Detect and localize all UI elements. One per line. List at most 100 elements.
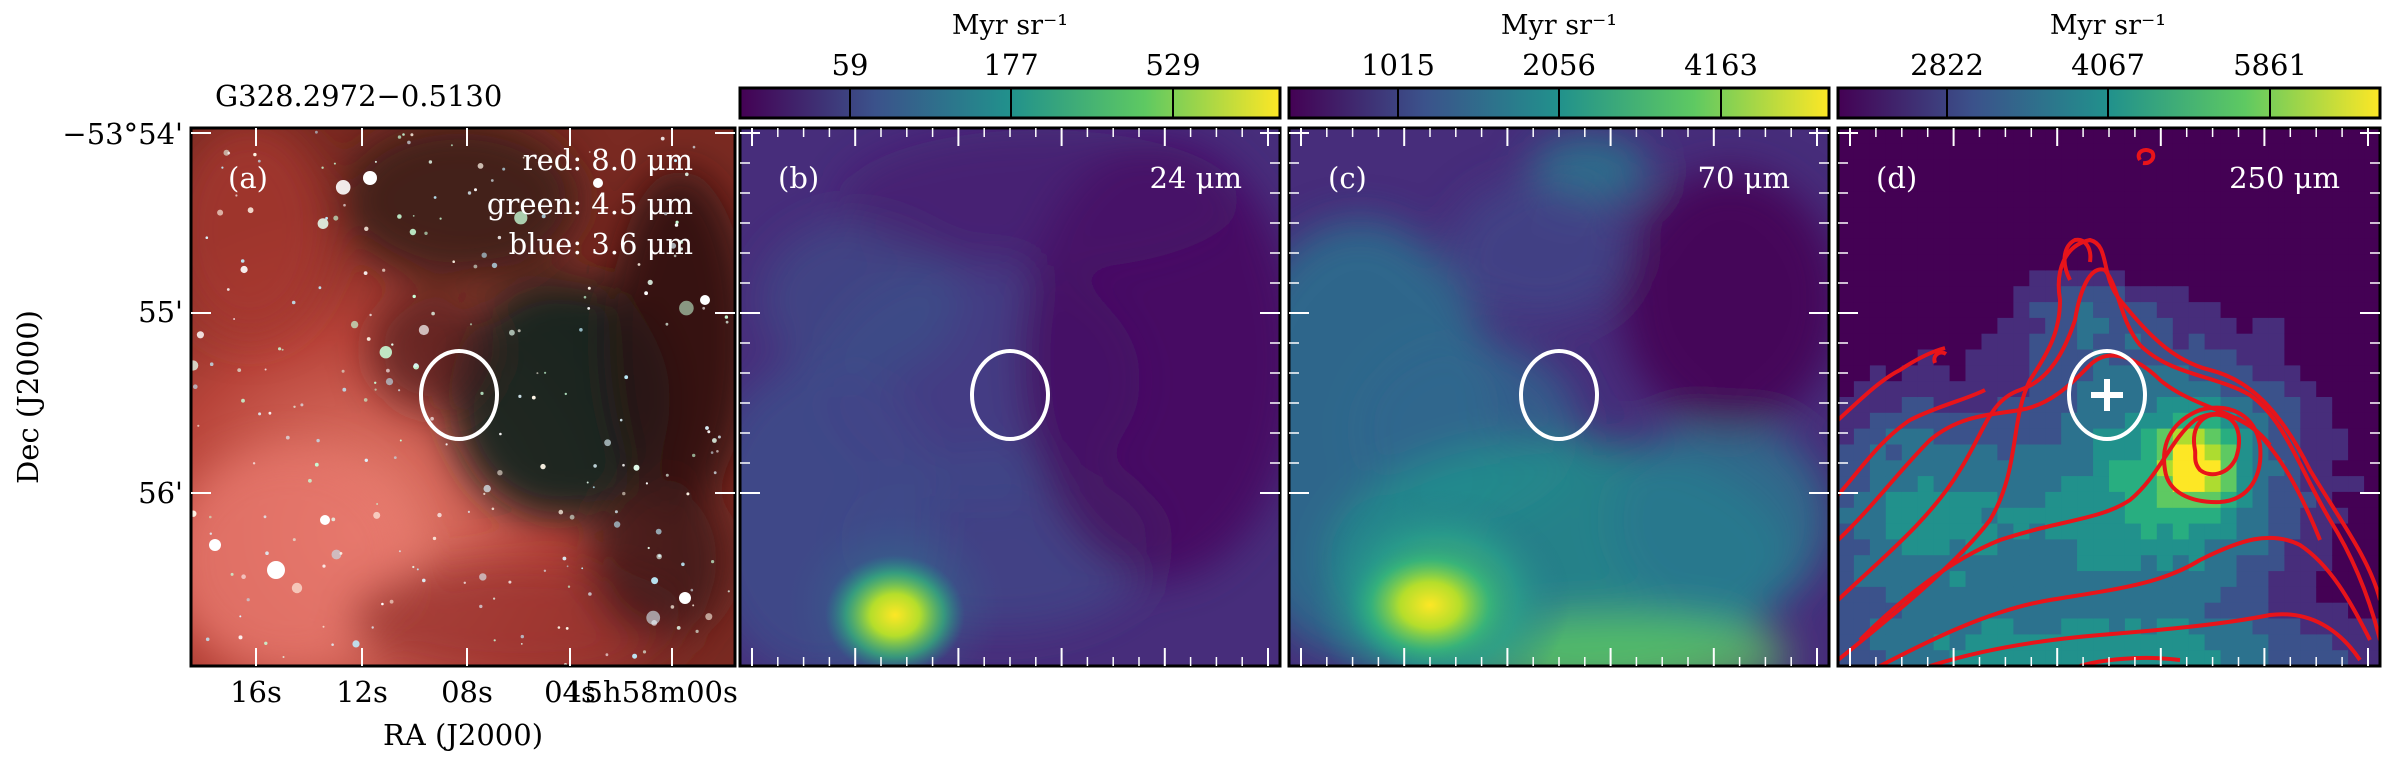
map-pixel xyxy=(2061,444,2078,461)
ra-tick-label: 12s xyxy=(336,675,388,709)
source-ellipse xyxy=(2067,349,2147,441)
map-pixel xyxy=(1901,317,1919,335)
map-pixel xyxy=(2236,634,2253,651)
map-pixel xyxy=(1838,254,1855,271)
map-pixel xyxy=(2300,254,2317,271)
colorbar-tick-label: 4163 xyxy=(1684,48,1758,82)
map-pixel xyxy=(1933,302,1951,319)
map-pixel xyxy=(2220,286,2238,303)
map-pixel xyxy=(2093,128,2110,145)
star xyxy=(676,626,681,630)
map-pixel xyxy=(2364,254,2380,271)
star xyxy=(439,217,442,220)
star xyxy=(292,538,296,542)
map-pixel xyxy=(1917,270,1935,287)
map-pixel xyxy=(2220,476,2238,493)
legend-red: red: 8.0 μm xyxy=(523,143,693,177)
map-pixel xyxy=(2140,507,2158,525)
bright-star xyxy=(363,171,377,185)
map-pixel xyxy=(2109,539,2126,556)
map-pixel xyxy=(2300,207,2317,224)
map-pixel xyxy=(2045,428,2062,445)
map-pixel xyxy=(2268,634,2285,651)
star xyxy=(257,159,261,163)
map-pixel xyxy=(2220,317,2238,335)
map-pixel xyxy=(1965,349,1982,366)
map-pixel xyxy=(1853,428,1871,445)
map-pixel xyxy=(2220,128,2238,145)
map-pixel xyxy=(1838,539,1855,556)
map-pixel xyxy=(1901,491,1919,509)
map-pixel xyxy=(1965,460,1982,477)
map-pixel xyxy=(2300,302,2317,319)
map-pixel xyxy=(1949,128,1967,145)
map-pixel xyxy=(1853,270,1871,287)
map-pixel xyxy=(2252,571,2269,588)
star xyxy=(264,641,268,645)
map-pixel xyxy=(2061,571,2078,588)
map-pixel xyxy=(1885,317,1903,335)
star xyxy=(291,582,303,594)
star xyxy=(613,521,621,528)
map-pixel xyxy=(2077,460,2094,477)
bright-star xyxy=(320,515,330,525)
map-pixel xyxy=(2268,491,2285,509)
map-pixel xyxy=(1933,143,1951,161)
map-pixel xyxy=(1838,302,1855,319)
star xyxy=(264,368,267,371)
map-pixel xyxy=(2156,207,2174,224)
star xyxy=(724,315,729,319)
map-pixel xyxy=(2204,555,2222,572)
map-pixel xyxy=(2013,302,2030,319)
map-pixel xyxy=(1949,143,1967,161)
star xyxy=(463,581,466,584)
map-pixel xyxy=(2013,460,2030,477)
map-pixel xyxy=(2124,381,2142,398)
map-pixel xyxy=(2204,507,2222,525)
map-pixel xyxy=(2268,650,2285,666)
bright-star xyxy=(679,592,691,604)
source-name: G328.2972−0.5130 xyxy=(215,79,502,113)
star xyxy=(393,456,397,459)
star xyxy=(474,188,477,192)
map-pixel xyxy=(2252,618,2269,635)
star xyxy=(412,294,416,299)
map-pixel xyxy=(2029,507,2046,525)
map-pixel xyxy=(2013,618,2030,635)
map-pixel xyxy=(2029,175,2046,192)
star xyxy=(430,416,434,421)
map-pixel xyxy=(1885,222,1903,240)
map-pixel xyxy=(2348,143,2365,161)
map-pixel xyxy=(1853,444,1871,461)
map-pixel xyxy=(2140,128,2158,145)
map-pixel xyxy=(2045,412,2062,430)
map-pixel xyxy=(1838,618,1855,635)
map-pixel xyxy=(2300,349,2317,366)
map-pixel xyxy=(2284,143,2301,161)
star xyxy=(558,509,564,515)
map-pixel xyxy=(2156,222,2174,240)
star xyxy=(692,145,696,149)
star xyxy=(363,271,368,275)
map-pixel xyxy=(2316,286,2333,303)
map-pixel xyxy=(1917,207,1935,224)
map-pixel xyxy=(2284,523,2301,540)
map-pixel xyxy=(1853,317,1871,335)
map-pixel xyxy=(2364,491,2380,509)
map-pixel xyxy=(2332,175,2349,192)
map-pixel xyxy=(1981,491,1998,509)
star xyxy=(540,463,546,470)
map-pixel xyxy=(2045,444,2062,461)
map-pixel xyxy=(1933,207,1951,224)
map-pixel xyxy=(1885,428,1903,445)
map-pixel xyxy=(2188,175,2206,192)
map-pixel xyxy=(2284,128,2301,145)
map-pixel xyxy=(2109,333,2126,351)
map-pixel xyxy=(2284,365,2301,382)
star xyxy=(316,438,320,443)
map-pixel xyxy=(1997,270,2014,287)
map-pixel xyxy=(2045,238,2062,256)
map-pixel xyxy=(2348,128,2365,145)
star xyxy=(673,254,677,258)
star xyxy=(497,470,503,476)
